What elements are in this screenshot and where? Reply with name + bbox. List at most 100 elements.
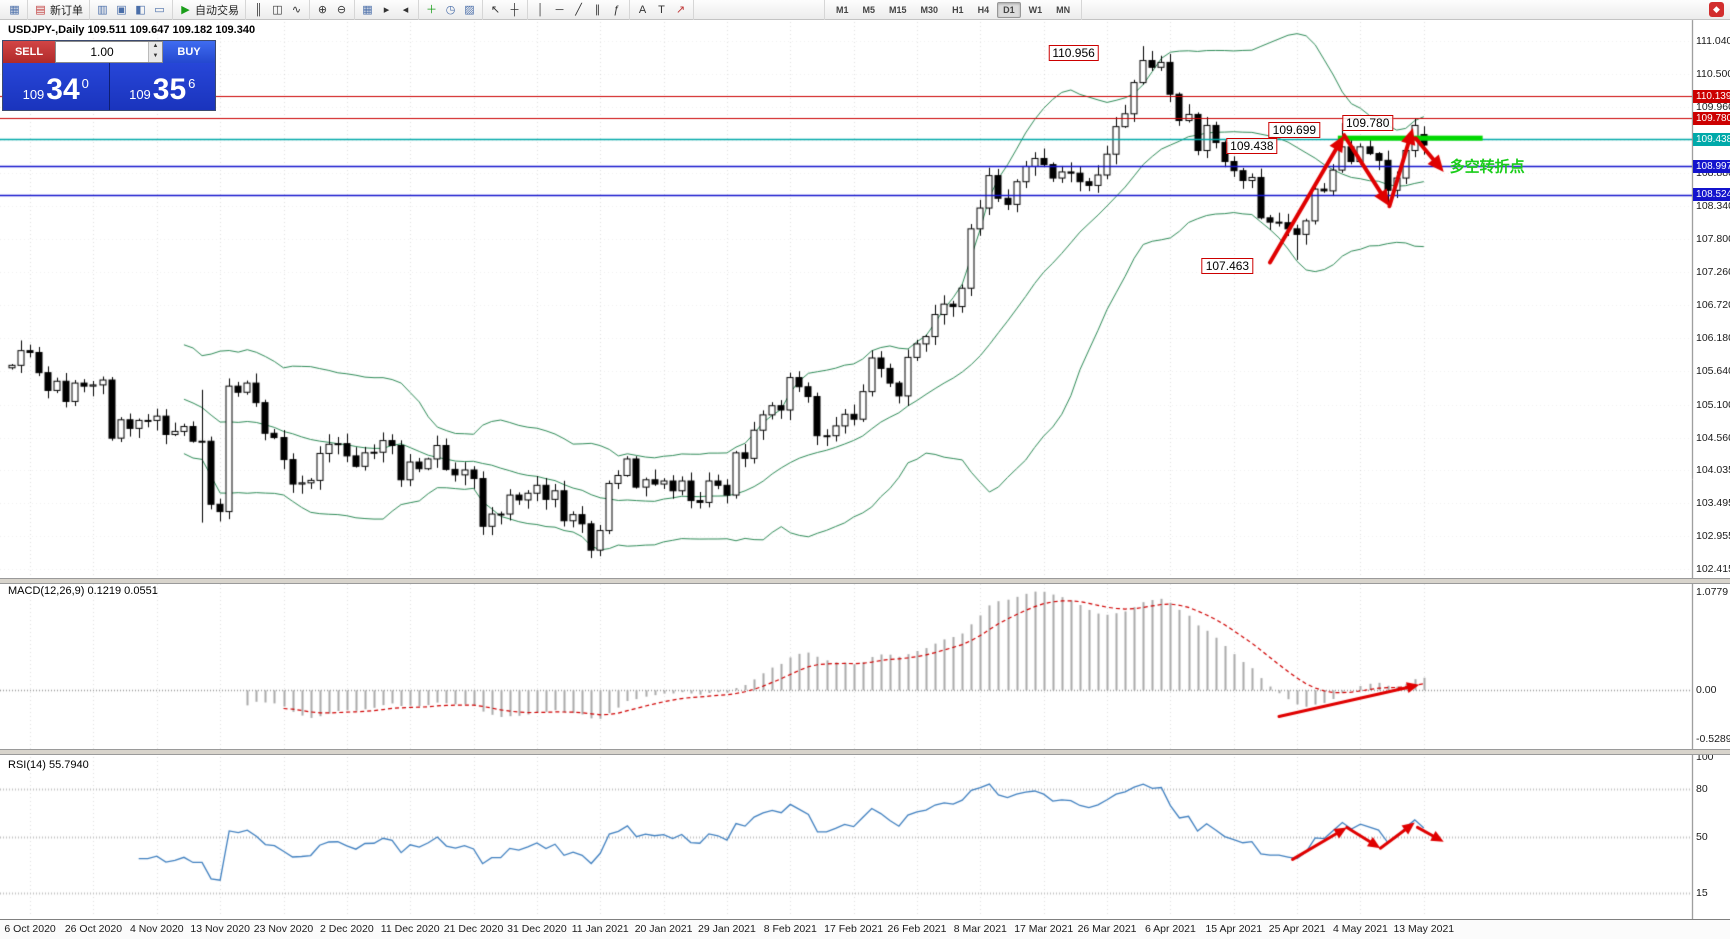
bid-price-pipette: 0 — [81, 76, 89, 91]
vertical-line-icon[interactable]: │ — [531, 2, 550, 18]
periods-icon[interactable]: ◷ — [441, 2, 460, 18]
zoom-out-icon-glyph: ⊖ — [336, 3, 347, 16]
date-label: 26 Feb 2021 — [887, 923, 947, 935]
rsi-scale-label: 80 — [1696, 783, 1708, 795]
macd-scale-label: 1.0779 — [1696, 585, 1729, 598]
date-label: 15 Apr 2021 — [1205, 923, 1263, 935]
line-chart-icon-glyph: ∿ — [291, 3, 302, 16]
bid-price-big: 34 — [46, 73, 80, 106]
date-label: 8 Feb 2021 — [763, 923, 817, 935]
date-label: 23 Nov 2020 — [253, 923, 314, 935]
candlestick-chart-icon-glyph: ◫ — [272, 3, 283, 16]
rsi-scale-label: 50 — [1696, 831, 1708, 843]
panel-splitter[interactable] — [0, 749, 1730, 755]
templates-icon[interactable]: ▨ — [460, 2, 479, 18]
auto-scroll-icon[interactable]: ▸ — [377, 2, 396, 18]
date-label: 11 Jan 2021 — [571, 923, 629, 935]
price-tick-label: 105.100 — [1696, 398, 1730, 411]
arrows-tool-icon[interactable]: ↗ — [671, 2, 690, 18]
price-callout: 109.438 — [1226, 137, 1278, 154]
date-label: 4 Nov 2020 — [129, 923, 184, 935]
date-label: 11 Dec 2020 — [380, 923, 440, 935]
price-tick-label: 107.260 — [1696, 266, 1730, 279]
text-icon[interactable]: A — [633, 2, 652, 18]
price-callout: 109.699 — [1268, 122, 1321, 139]
price-tick-label: 106.720 — [1696, 299, 1730, 312]
zoom-in-icon[interactable]: ⊕ — [313, 2, 332, 18]
horizontal-line-icon[interactable]: ─ — [550, 2, 569, 18]
date-label: 21 Dec 2020 — [443, 923, 504, 935]
price-tick-label: 111.040 — [1696, 34, 1730, 47]
channel-icon-glyph: ∥ — [594, 3, 601, 16]
chart-shift-icon[interactable]: ◂ — [396, 2, 415, 18]
macd-scale-label: 0.00 — [1696, 684, 1717, 697]
terminal-icon[interactable]: ▭ — [150, 2, 169, 18]
autotrading-button[interactable]: ▶ 自动交易 — [176, 1, 242, 19]
timeframe-m30[interactable]: M30 — [920, 4, 939, 15]
channel-icon[interactable]: ∥ — [588, 2, 607, 18]
new-order-button[interactable]: ▤ 新订单 — [31, 1, 86, 19]
auto-scroll-icon-glyph: ▸ — [383, 3, 390, 16]
bars-chart-icon-glyph: ║ — [254, 3, 263, 16]
chart-window-icon-glyph: ▦ — [9, 3, 20, 16]
date-label: 25 Apr 2021 — [1268, 923, 1326, 935]
app-logo-icon[interactable]: ◆ — [1709, 2, 1724, 17]
periods-icon-glyph: ◷ — [445, 3, 456, 16]
sell-price-button[interactable]: 109 34 0 — [3, 63, 110, 110]
price-tick-label: 109.960 — [1696, 101, 1730, 114]
new-order-button-label: 新订单 — [50, 4, 83, 17]
volume-input[interactable] — [56, 42, 148, 62]
volume-increase-button[interactable]: ▲ — [149, 42, 162, 52]
time-axis[interactable] — [0, 919, 1730, 939]
date-label: 8 Mar 2021 — [953, 923, 1007, 935]
sell-button[interactable]: SELL — [3, 41, 55, 63]
bars-chart-icon[interactable]: ║ — [249, 2, 268, 18]
market-watch-icon-glyph: ▥ — [97, 3, 108, 16]
line-chart-icon[interactable]: ∿ — [287, 2, 306, 18]
timeframe-h4[interactable]: H4 — [977, 4, 990, 15]
date-label: 13 May 2021 — [1393, 923, 1455, 935]
trendline-icon[interactable]: ╱ — [569, 2, 588, 18]
price-callout: 110.956 — [1048, 44, 1099, 61]
bid-price-prefix: 109 — [22, 87, 45, 102]
one-click-trading-panel: SELL ▲ ▼ BUY 109 34 0 109 35 6 — [2, 40, 216, 111]
navigator-icon-glyph: ◧ — [135, 3, 146, 16]
timeframe-m5[interactable]: M5 — [862, 4, 876, 15]
volume-decrease-button[interactable]: ▼ — [149, 52, 162, 62]
price-tick-label: 110.500 — [1696, 68, 1730, 81]
timeframe-m15[interactable]: M15 — [889, 4, 907, 15]
zoom-out-icon[interactable]: ⊖ — [332, 2, 351, 18]
crosshair-icon[interactable]: ┼ — [505, 2, 524, 18]
text-label-icon[interactable]: T — [652, 2, 671, 18]
navigator-icon[interactable]: ◧ — [131, 2, 150, 18]
price-line-label: 109.780 — [1693, 111, 1730, 125]
fibonacci-icon[interactable]: ƒ — [607, 2, 626, 18]
indicators-add-icon[interactable]: ＋ — [422, 2, 441, 18]
cursor-icon[interactable]: ↖ — [486, 2, 505, 18]
timeframe-d1[interactable]: D1 — [997, 1, 1021, 18]
chart-shift-icon-glyph: ◂ — [402, 3, 409, 16]
price-line-label: 109.438 — [1693, 132, 1730, 146]
price-line-label: 110.139 — [1693, 89, 1730, 103]
rsi-scale-label: 15 — [1696, 887, 1708, 899]
terminal-icon-glyph: ▭ — [154, 3, 165, 16]
buy-button[interactable]: BUY — [163, 41, 215, 63]
candlestick-chart-icon[interactable]: ◫ — [268, 2, 287, 18]
price-callout: 107.463 — [1201, 257, 1254, 274]
new-order-glyph: ▤ — [35, 3, 46, 16]
buy-price-button[interactable]: 109 35 6 — [109, 63, 215, 110]
ask-price-pipette: 6 — [188, 76, 196, 91]
timeframe-w1[interactable]: W1 — [1028, 4, 1043, 15]
timeframe-m1[interactable]: M1 — [836, 4, 849, 15]
market-watch-icon[interactable]: ▥ — [93, 2, 112, 18]
cursor-icon-glyph: ↖ — [490, 3, 501, 16]
chart-window-icon[interactable]: ▦ — [5, 2, 24, 18]
ask-price-big: 35 — [152, 73, 187, 106]
tile-windows-icon[interactable]: ▦ — [358, 2, 377, 18]
timeframe-h1[interactable]: H1 — [952, 4, 964, 15]
data-window-icon[interactable]: ▣ — [112, 2, 131, 18]
timeframe-mn[interactable]: MN — [1056, 4, 1071, 15]
date-label: 6 Oct 2020 — [4, 923, 56, 935]
panel-splitter[interactable] — [0, 578, 1730, 584]
